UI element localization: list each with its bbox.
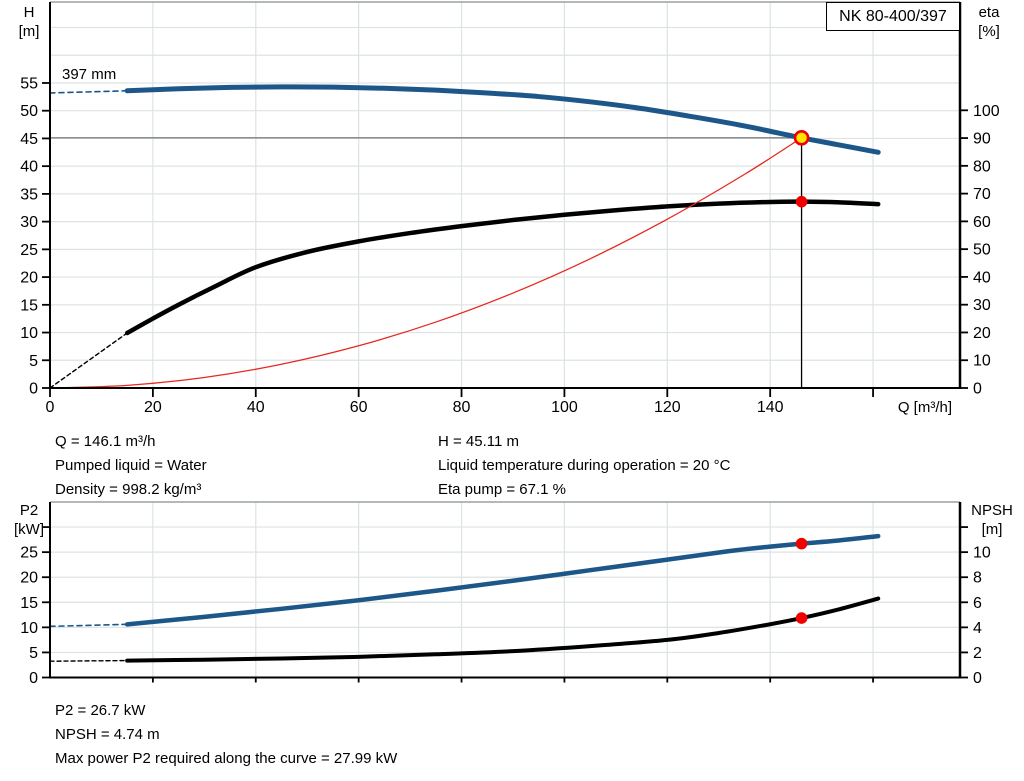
info-max-p2: Max power P2 required along the curve = … (55, 750, 398, 767)
eta-curve-extrapolated[interactable] (49, 332, 128, 389)
tick-label: 8 (973, 570, 982, 587)
npsh-point[interactable] (795, 612, 808, 624)
pump-name: NK 80-400/397 (839, 8, 947, 25)
tick-label: 35 (20, 186, 38, 203)
p2-axis-label: P2 [kW] (8, 501, 50, 539)
tick-label: 30 (20, 214, 38, 231)
info-head: H = 45.11 m (438, 433, 520, 450)
npsh-axis-label: NPSH [m] (962, 501, 1022, 539)
head-curve-397mm[interactable] (124, 84, 881, 155)
duty-info-left: Q = 146.1 m³/h Pumped liquid = Water Den… (55, 430, 207, 502)
tick-label: 90 (973, 131, 991, 148)
tick-label: 15 (20, 297, 38, 314)
tick-label: 40 (973, 269, 991, 286)
eta-axis-label: eta [%] (966, 3, 1012, 41)
tick-label: 0 (973, 381, 982, 398)
info-pumped-liquid: Pumped liquid = Water (55, 457, 207, 474)
tick-label: 20 (20, 570, 38, 587)
impeller-diameter-label: 397 mm (62, 66, 117, 83)
tick-label: 100 (551, 399, 578, 416)
tick-label: 25 (20, 545, 38, 562)
tick-label: 100 (973, 103, 1000, 120)
info-liquid-temperature: Liquid temperature during operation = 20… (438, 457, 731, 474)
tick-label: 10 (20, 620, 38, 637)
info-npsh: NPSH = 4.74 m (55, 726, 160, 743)
tick-label: 50 (20, 103, 38, 120)
tick-label: 30 (973, 297, 991, 314)
npsh-axis-label-unit: [m] (981, 521, 1003, 538)
p2-npsh-chart[interactable]: 0 5 10 15 20 25 0 2 4 6 8 10 (20, 501, 991, 687)
tick-label: 60 (973, 214, 991, 231)
p2-curve-extrapolated[interactable] (49, 623, 128, 628)
q-axis-label: Q [m³/h] (897, 399, 952, 416)
result-info: P2 = 26.7 kW NPSH = 4.74 m Max power P2 … (55, 699, 397, 771)
info-p2: P2 = 26.7 kW (55, 702, 146, 719)
hq-eta-chart[interactable]: 0 5 10 15 20 25 30 35 40 45 50 55 0 10 20 30 40 50 60 70 80 9… (20, 1, 1000, 416)
tick-label: 45 (20, 131, 38, 148)
pump-name-box: NK 80-400/397 (826, 2, 960, 31)
h-axis-label-symbol: H (23, 4, 35, 21)
p2-curve[interactable] (124, 533, 881, 627)
tick-label: 0 (973, 670, 982, 687)
tick-label: 5 (29, 353, 38, 370)
npsh-curve[interactable] (125, 596, 881, 663)
tick-label: 25 (20, 242, 38, 259)
h-axis-label: H [m] (10, 3, 48, 41)
tick-label: 2 (973, 645, 982, 662)
tick-label: 0 (46, 399, 55, 416)
tick-label: 5 (29, 645, 38, 662)
info-eta-pump: Eta pump = 67.1 % (438, 481, 566, 498)
h-axis-label-unit: [m] (18, 23, 40, 40)
npsh-curve-extrapolated[interactable] (49, 659, 128, 662)
tick-label: 40 (247, 399, 265, 416)
eta-curve[interactable] (124, 199, 881, 336)
tick-label: 10 (973, 545, 991, 562)
eta-axis-label-symbol: eta (978, 4, 1000, 21)
tick-label: 20 (973, 325, 991, 342)
duty-info-right: H = 45.11 m Liquid temperature during op… (438, 430, 730, 502)
tick-label: 0 (29, 670, 38, 687)
eta-point[interactable] (795, 195, 808, 208)
p2-point[interactable] (795, 537, 808, 550)
tick-label: 80 (973, 158, 991, 175)
tick-label: 80 (453, 399, 471, 416)
system-curve[interactable] (49, 137, 803, 389)
tick-label: 10 (973, 353, 991, 370)
npsh-axis-label-symbol: NPSH (971, 502, 1013, 519)
tick-label: 40 (20, 159, 38, 176)
tick-label: 15 (20, 595, 38, 612)
p2-axis-label-unit: [kW] (14, 521, 44, 538)
tick-label: 120 (654, 399, 681, 416)
tick-label: 10 (20, 325, 38, 342)
p2-axis-label-symbol: P2 (19, 502, 39, 519)
info-flow: Q = 146.1 m³/h (55, 433, 156, 450)
tick-label: 60 (350, 399, 368, 416)
head-curve-extrapolated[interactable] (49, 89, 128, 94)
tick-label: 55 (20, 75, 38, 92)
eta-axis-label-unit: [%] (978, 23, 1000, 40)
tick-label: 20 (144, 399, 162, 416)
tick-label: 20 (20, 270, 38, 287)
tick-label: 6 (973, 595, 982, 612)
tick-label: 4 (973, 620, 982, 637)
info-density: Density = 998.2 kg/m³ (55, 481, 202, 498)
tick-label: 50 (973, 242, 991, 259)
duty-point[interactable] (793, 130, 810, 146)
tick-label: 140 (757, 399, 784, 416)
tick-label: 70 (973, 186, 991, 203)
tick-label: 0 (29, 381, 38, 398)
